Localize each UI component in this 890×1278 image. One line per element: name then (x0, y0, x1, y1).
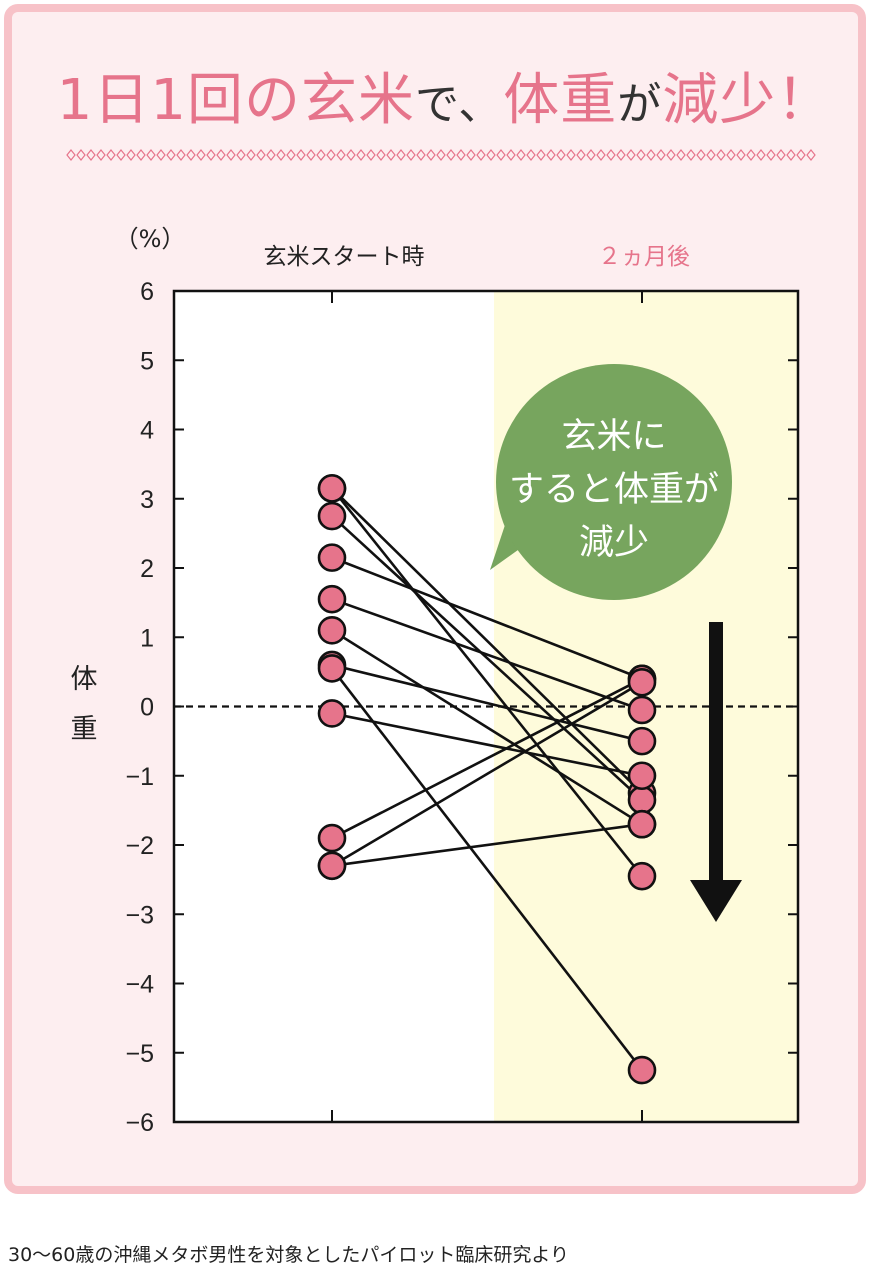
y-tick-label: 0 (140, 694, 154, 722)
plot-frame (172, 289, 800, 1124)
subject-line (331, 487, 643, 794)
y-tick-label: −6 (125, 1109, 154, 1137)
start-point (317, 699, 347, 728)
title-part-3: 体重 (503, 68, 618, 133)
after-point (627, 1055, 657, 1085)
y-unit-label: （%） (115, 225, 186, 253)
y-tick-label: 5 (140, 347, 154, 375)
subject-line (331, 712, 643, 778)
after-point (627, 667, 657, 697)
category-label-start: 玄米スタート時 (264, 244, 425, 270)
y-tick-label: 1 (140, 624, 154, 652)
category-label-after: ２ヵ月後 (598, 244, 690, 270)
start-point (317, 616, 347, 645)
callout-bubble: 玄米にすると体重が減少 (490, 364, 732, 600)
start-point (317, 654, 347, 683)
after-point (627, 809, 657, 839)
start-point (317, 584, 347, 614)
start-point (317, 474, 347, 503)
y-tick-label: −2 (125, 832, 154, 860)
after-point (627, 761, 657, 791)
subject-line (331, 663, 643, 743)
down-arrow (690, 622, 742, 922)
y-tick-label: −5 (125, 1040, 154, 1068)
subject-line (331, 677, 643, 840)
down-arrow-head (690, 880, 742, 922)
title-part-5: 減少！ (662, 68, 834, 133)
subject-line (330, 667, 644, 1071)
start-point (317, 851, 347, 881)
after-point (627, 785, 657, 815)
start-point (317, 543, 347, 572)
subject-line (330, 487, 644, 877)
y-tick-label: 6 (140, 278, 154, 306)
after-point (627, 726, 657, 756)
start-point (317, 823, 347, 853)
subject-line (331, 515, 643, 801)
subject-line (331, 556, 643, 681)
subject-line (331, 681, 643, 867)
y-tick-label: 2 (140, 555, 154, 583)
subject-line (331, 629, 643, 826)
y-axis-label: 体重 (71, 664, 98, 745)
source-caption: 30～60歳の沖縄メタボ男性を対象としたパイロット臨床研究より (8, 1244, 569, 1266)
callout-text: 玄米にすると体重が減少 (509, 417, 719, 563)
y-tick-label: −3 (125, 901, 154, 929)
title-part-2: で、 (415, 79, 504, 130)
after-point (627, 861, 657, 891)
subject-line (331, 822, 643, 868)
y-tick-label: −4 (125, 971, 154, 999)
start-point (317, 501, 347, 531)
title-part-4: が (617, 79, 663, 130)
title-part-1: 1日1回の玄米 (56, 68, 415, 133)
y-tick-label: 4 (140, 417, 154, 445)
title-divider (66, 148, 816, 162)
down-arrow-shaft (709, 622, 723, 884)
subject-line (331, 597, 643, 712)
after-point (627, 695, 657, 725)
page-title: 1日1回の玄米で、体重が減少！ (0, 66, 890, 140)
callout-circle (496, 364, 732, 600)
y-tick-label: 3 (140, 486, 154, 514)
y-tick-label: −1 (125, 763, 154, 791)
